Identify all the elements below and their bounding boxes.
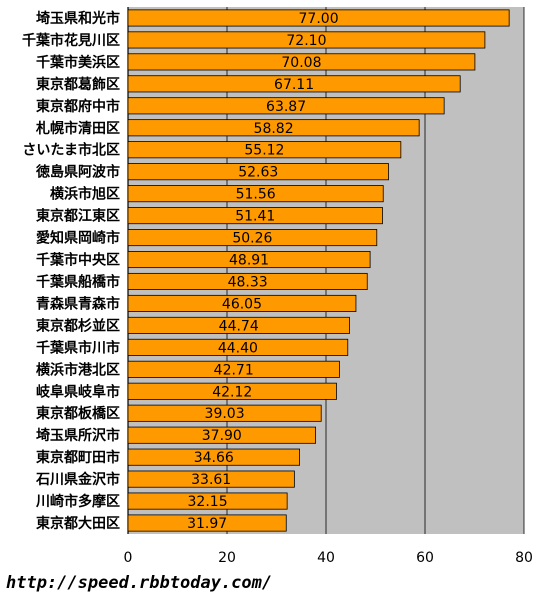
category-label: 千葉市中央区	[36, 252, 120, 269]
x-tick-label: 80	[515, 550, 533, 566]
bar	[127, 360, 340, 378]
x-tick-label: 0	[124, 550, 133, 566]
category-label: 千葉市美浜区	[36, 54, 120, 71]
bar-value-label: 70.08	[281, 55, 321, 71]
bar-value-label: 63.87	[266, 99, 306, 115]
category-label: 千葉市花見川区	[22, 32, 120, 49]
bar-value-label: 37.90	[202, 428, 242, 444]
bar	[127, 470, 295, 488]
bar	[127, 207, 383, 225]
category-label: 千葉県船橋市	[36, 273, 120, 290]
bar-value-label: 33.61	[191, 472, 231, 488]
category-label: 東京都大田区	[36, 515, 120, 532]
bar-value-label: 55.12	[244, 143, 284, 159]
bar-value-label: 50.26	[232, 231, 272, 247]
gridlines	[127, 7, 525, 534]
bar-value-label: 72.10	[286, 33, 326, 49]
bar-value-label: 44.74	[219, 318, 259, 334]
category-labels: 埼玉県和光市千葉市花見川区千葉市美浜区東京都葛飾区東京都府中市札幌市清田区さいた…	[22, 10, 120, 532]
bar	[127, 426, 317, 444]
bar-value-label: 44.40	[218, 340, 258, 356]
category-label: 横浜市港北区	[36, 361, 120, 378]
category-label: 東京都府中市	[36, 98, 120, 115]
bar	[127, 163, 389, 181]
bar	[127, 119, 420, 137]
bar	[127, 338, 349, 356]
bar	[127, 97, 445, 115]
category-label: 東京都板橋区	[36, 405, 120, 422]
bar	[127, 9, 510, 27]
bar	[127, 229, 378, 247]
category-label: 埼玉県和光市	[36, 10, 120, 27]
category-label: 千葉県市川市	[36, 339, 120, 356]
bar	[127, 382, 337, 400]
bar	[127, 250, 371, 269]
bar-value-label: 32.15	[188, 494, 228, 510]
bar-value-label: 48.33	[228, 274, 268, 290]
bar	[127, 185, 384, 203]
bar	[127, 514, 287, 532]
bar-value-label: 58.82	[254, 121, 294, 137]
category-label: 横浜市旭区	[50, 186, 120, 203]
category-label: 東京都町田市	[36, 449, 120, 466]
category-label: 青森県青森市	[36, 295, 120, 312]
x-tick-label: 60	[416, 550, 434, 566]
bar-value-label: 34.66	[194, 450, 234, 466]
chart-svg: 77.00 72.10 70.08 67.11 63.87 58.82 55.12 52.63…	[22, 7, 533, 566]
category-label: 川崎市多摩区	[35, 493, 120, 510]
bar-value-label: 31.97	[187, 516, 227, 532]
x-tick-label: 40	[317, 550, 335, 566]
bar-value-label: 48.91	[229, 253, 269, 269]
bar-value-label: 42.71	[214, 362, 254, 378]
bar-value-label: 46.05	[222, 296, 262, 312]
bar-value-label: 39.03	[205, 406, 245, 422]
bar	[127, 272, 368, 291]
category-label: 石川県金沢市	[35, 471, 120, 488]
x-tick-label: 20	[218, 550, 236, 566]
category-label: 徳島県阿波市	[35, 164, 120, 181]
bar-value-label: 67.11	[274, 77, 314, 93]
bar-value-label: 52.63	[238, 165, 278, 181]
bar	[127, 492, 288, 510]
source-url: http://speed.rbbtoday.com/	[6, 573, 273, 593]
bar-value-label: 51.41	[235, 209, 275, 225]
bar	[127, 294, 357, 312]
bar	[127, 141, 402, 159]
bar	[127, 53, 476, 71]
bar	[127, 448, 300, 466]
category-label: 札幌市清田区	[35, 120, 120, 137]
bar	[127, 75, 461, 93]
bar	[127, 404, 322, 422]
category-label: 愛知県岡崎市	[36, 230, 120, 247]
category-label: 東京都杉並区	[36, 317, 120, 334]
bar	[127, 31, 486, 49]
bar-value-label: 42.12	[212, 384, 252, 400]
bar	[127, 316, 350, 334]
x-tick-labels: 0 20 40 60 80	[124, 550, 533, 566]
category-label: 岐阜県岐阜市	[36, 383, 120, 400]
category-label: 東京都江東区	[36, 208, 120, 225]
bars: 77.00 72.10 70.08 67.11 63.87 58.82 55.12 52.63…	[127, 9, 510, 532]
bar-value-label: 77.00	[299, 11, 339, 27]
category-label: 東京都葛飾区	[36, 76, 120, 93]
category-label: さいたま市北区	[22, 142, 120, 159]
bar-value-label: 51.56	[236, 187, 276, 203]
category-label: 埼玉県所沢市	[36, 427, 120, 444]
